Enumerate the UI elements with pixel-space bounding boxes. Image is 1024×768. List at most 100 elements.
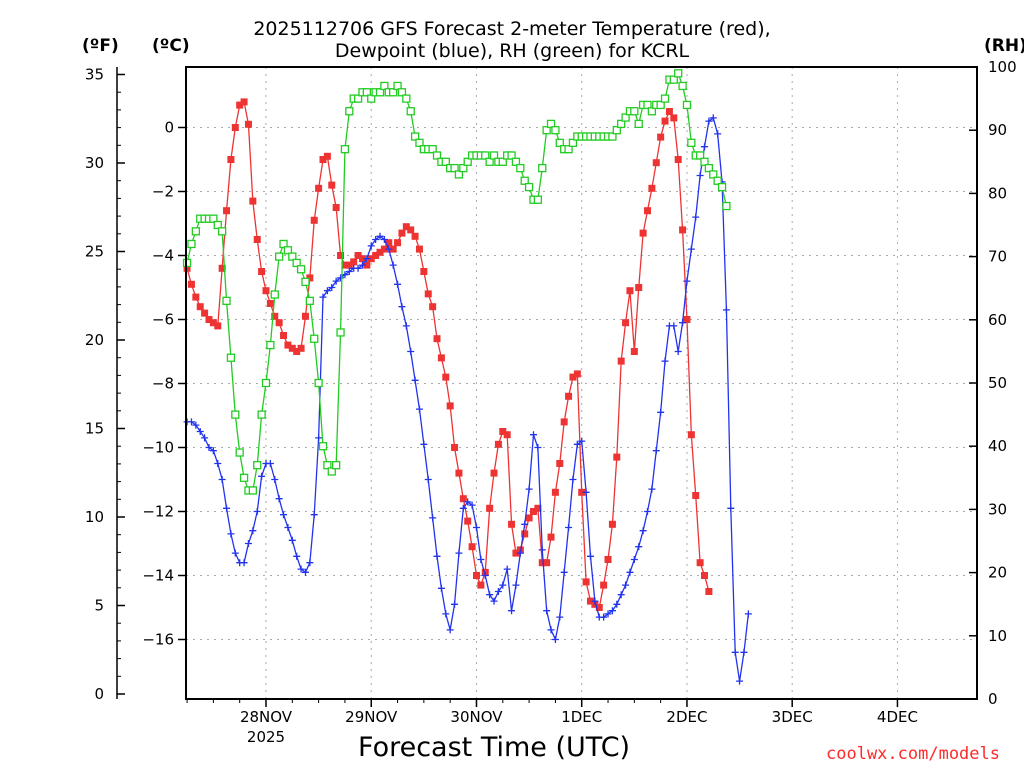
fahrenheit-tick-label: 5 <box>94 597 104 615</box>
rh-point <box>362 88 372 97</box>
dewpoint-point <box>389 261 397 269</box>
rh-tick-label: 20 <box>988 564 1007 582</box>
rh-point <box>700 157 709 166</box>
dewpoint-point <box>275 495 283 503</box>
rh-point <box>301 277 310 287</box>
rh-tick-label: 80 <box>988 184 1007 202</box>
dewpoint-point <box>622 581 630 589</box>
x-tick-label: 30NOV <box>450 708 503 726</box>
rh-point <box>283 246 293 255</box>
rh-unit-label: (RH) <box>984 36 1024 56</box>
dewpoint-point <box>709 114 717 122</box>
temperature-point <box>231 124 239 131</box>
rh-point <box>270 290 279 299</box>
temperature-point <box>626 287 634 295</box>
dewpoint-point <box>214 460 222 467</box>
rh-point <box>568 138 578 147</box>
fahrenheit-unit-label: (ºF) <box>82 36 119 56</box>
temperature-point <box>595 604 603 611</box>
temperature-point <box>508 520 516 528</box>
temperature-point <box>477 581 485 589</box>
temperature-point <box>499 428 507 435</box>
rh-point <box>608 132 617 141</box>
rh-point <box>217 227 227 236</box>
dewpoint-point <box>341 271 349 279</box>
rh-point <box>489 151 499 160</box>
dewpoint-point <box>740 648 748 656</box>
temperature-point <box>692 492 700 499</box>
rh-point <box>551 126 560 135</box>
dewpoint-point <box>490 597 498 605</box>
dewpoint-point <box>705 117 713 125</box>
rh-point <box>498 157 507 166</box>
dewpoint-point <box>512 581 520 589</box>
rh-point <box>345 107 354 116</box>
rh-tick-label: 60 <box>988 311 1007 329</box>
temperature-point <box>464 517 472 525</box>
rh-point <box>393 81 402 91</box>
temperature-point <box>341 261 349 269</box>
rh-point <box>375 88 385 97</box>
temperature-point <box>297 344 305 352</box>
rh-point <box>656 100 665 110</box>
rh-point <box>275 252 284 261</box>
dewpoint-point <box>288 536 296 544</box>
temperature-point <box>310 216 318 224</box>
x-tick-sublabel: 2025 <box>247 728 285 746</box>
dewpoint-point <box>722 306 730 314</box>
temperature-point <box>608 520 616 528</box>
temperature-point <box>205 316 213 323</box>
dewpoint-point <box>280 511 288 519</box>
rh-point <box>485 157 494 166</box>
temperature-point <box>696 559 704 567</box>
temperature-point <box>486 504 494 512</box>
chart-title-line-2: Dewpoint (blue), RH (green) for KCRL <box>334 40 690 62</box>
temperature-point <box>372 252 380 259</box>
dewpoint-point <box>516 549 524 557</box>
rh-point <box>248 486 257 495</box>
temperature-point <box>639 229 647 237</box>
dewpoint-point <box>569 476 577 483</box>
rh-point <box>323 461 332 470</box>
chart-title-line-1: 2025112706 GFS Forecast 2-meter Temperat… <box>253 18 771 40</box>
dewpoint-point <box>573 440 581 448</box>
dewpoint-point <box>547 626 555 634</box>
dewpoint-point <box>209 447 217 455</box>
temperature-point <box>218 264 226 272</box>
dewpoint-point <box>367 242 375 250</box>
temperature-point <box>538 559 546 567</box>
dewpoint-point <box>630 556 638 563</box>
celsius-tick-label: −2 <box>152 183 174 201</box>
rh-tick-label: 70 <box>988 248 1007 266</box>
rh-point <box>340 145 350 154</box>
dewpoint-point <box>240 559 248 567</box>
dewpoint-point <box>451 600 459 608</box>
rh-point <box>209 214 218 223</box>
dewpoint-point <box>508 607 516 615</box>
rh-point <box>380 81 389 91</box>
temperature-point <box>196 303 204 311</box>
temperature-point <box>459 495 467 503</box>
rh-line <box>186 71 728 492</box>
dewpoint-point <box>192 421 200 429</box>
temperature-point <box>249 197 257 205</box>
celsius-tick-label: −8 <box>152 375 174 393</box>
rh-point <box>314 378 323 388</box>
fahrenheit-tick-label: 10 <box>85 508 104 526</box>
temperature-point <box>573 370 581 378</box>
dewpoint-point <box>201 434 209 442</box>
rh-point <box>564 145 573 154</box>
dewpoint-point <box>464 498 472 506</box>
rh-point <box>481 151 490 160</box>
temperature-point <box>472 572 480 579</box>
temperature-point <box>275 319 283 327</box>
rh-point <box>406 107 415 116</box>
dewpoint-point <box>306 559 314 567</box>
dewpoint-point <box>696 172 704 179</box>
temperature-point <box>284 341 292 349</box>
temperature-point <box>402 223 410 231</box>
dewpoint-point <box>249 527 257 535</box>
celsius-tick-label: −16 <box>142 631 174 649</box>
